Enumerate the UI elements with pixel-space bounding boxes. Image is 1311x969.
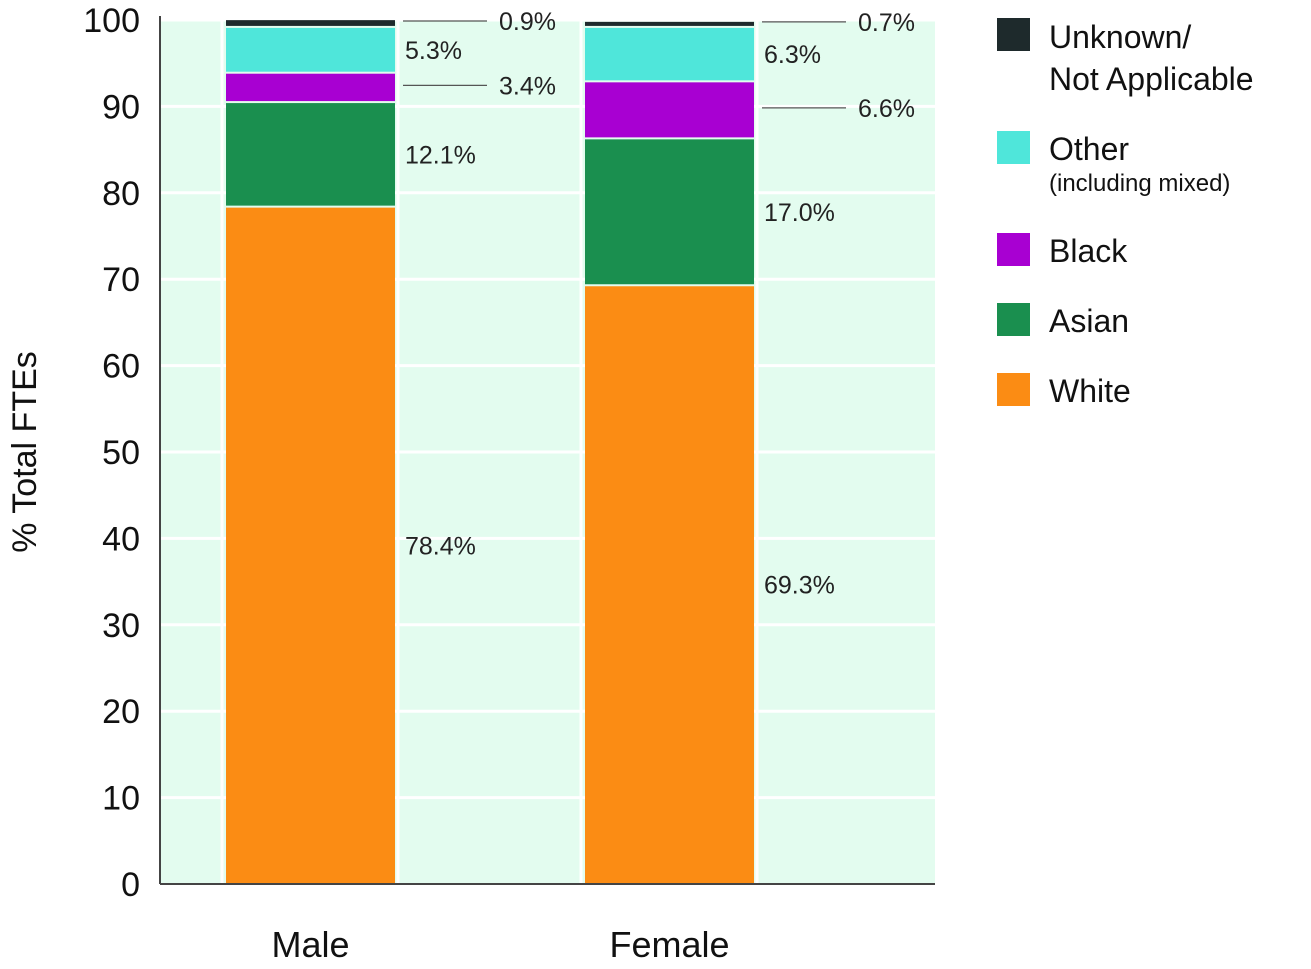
data-label: 6.3% xyxy=(764,41,821,69)
y-tick-label: 80 xyxy=(102,175,140,213)
x-category-label: Female xyxy=(609,924,729,965)
y-tick-label: 30 xyxy=(102,607,140,645)
bar-segment-black xyxy=(226,73,395,102)
legend-label-black: Black xyxy=(1049,233,1128,269)
bar-segment-asian xyxy=(585,139,754,285)
bar-segment-white xyxy=(585,286,754,883)
y-tick-label: 0 xyxy=(121,866,140,904)
data-label: 6.6% xyxy=(858,95,915,123)
y-tick-label: 70 xyxy=(102,261,140,299)
legend-swatch-unknown xyxy=(997,18,1030,51)
bar-segment-unknown xyxy=(226,20,395,26)
data-label: 17.0% xyxy=(764,199,835,227)
bar-segment-black xyxy=(585,82,754,138)
legend-swatch-other xyxy=(997,131,1030,164)
y-tick-label: 50 xyxy=(102,434,140,472)
y-tick-label: 20 xyxy=(102,693,140,731)
bar-segment-other xyxy=(585,27,754,81)
bar-segment-other xyxy=(226,27,395,72)
legend-label-asian: Asian xyxy=(1049,303,1130,339)
legend-swatch-asian xyxy=(997,303,1030,336)
data-label: 3.4% xyxy=(499,72,556,100)
y-axis-title: % Total FTEs xyxy=(6,351,44,553)
data-label: 69.3% xyxy=(764,572,835,600)
legend-label-unknown-2: Not Applicable xyxy=(1049,61,1254,97)
bar-segment-unknown xyxy=(585,21,754,26)
y-tick-label: 100 xyxy=(83,2,140,40)
data-label: 12.1% xyxy=(405,141,476,169)
data-label: 78.4% xyxy=(405,532,476,560)
bar-segment-asian xyxy=(226,103,395,206)
x-category-label: Male xyxy=(271,924,349,965)
y-tick-label: 60 xyxy=(102,348,140,386)
legend-label-white: White xyxy=(1049,373,1131,409)
y-tick-label: 40 xyxy=(102,520,140,558)
data-label: 0.7% xyxy=(858,9,915,37)
bar-segment-white xyxy=(226,207,395,883)
y-tick-label: 10 xyxy=(102,780,140,818)
data-label: 5.3% xyxy=(405,37,462,65)
y-tick-label: 90 xyxy=(102,88,140,126)
legend-sublabel-other: (including mixed) xyxy=(1049,170,1231,197)
legend-swatch-white xyxy=(997,373,1030,406)
legend-label-other: Other xyxy=(1049,131,1130,167)
legend-swatch-black xyxy=(997,233,1030,266)
data-label: 0.9% xyxy=(499,8,556,36)
legend-label-unknown-1: Unknown/ xyxy=(1049,19,1192,55)
